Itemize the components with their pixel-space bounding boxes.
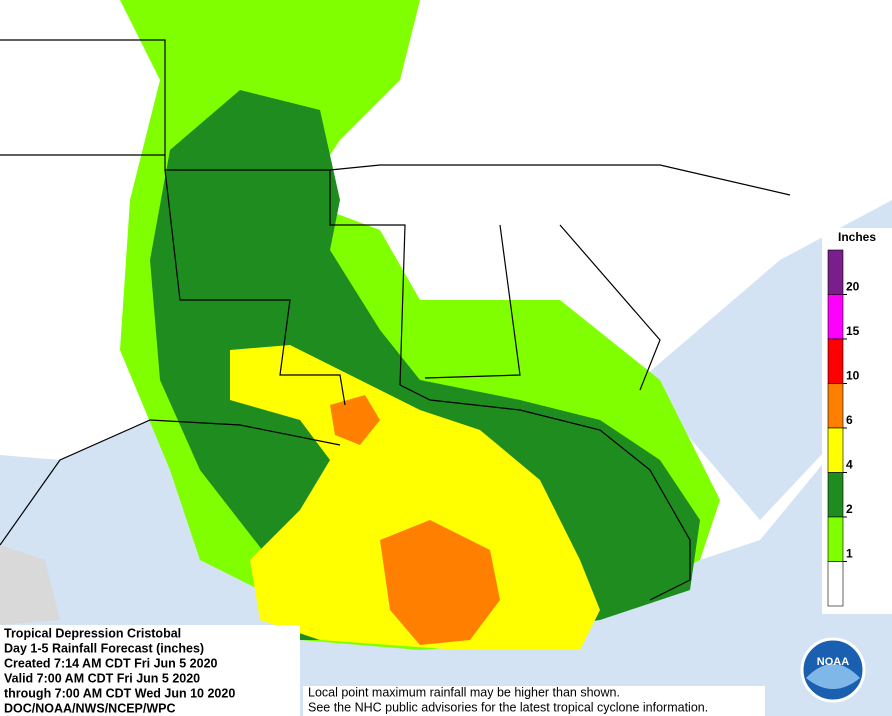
- info-line: Valid 7:00 AM CDT Fri Jun 5 2020: [4, 671, 200, 685]
- disclaimer-box: [303, 686, 765, 716]
- info-box: [0, 625, 300, 716]
- legend-label: 2: [846, 502, 853, 516]
- legend-label: 1: [846, 547, 853, 561]
- legend-label: 4: [846, 458, 853, 472]
- logo-wave: [806, 664, 860, 689]
- legend-swatch: [827, 249, 844, 295]
- disclaimer-line: Local point maximum rainfall may be high…: [308, 685, 620, 699]
- legend-swatch: [827, 338, 844, 384]
- disclaimer-line: See the NHC public advisories for the la…: [308, 700, 708, 714]
- legend: 20 15 10 6 4 2 1: [827, 249, 860, 607]
- state-borders: [0, 39, 791, 601]
- disclaimer: Local point maximum rainfall may be high…: [308, 685, 708, 714]
- logo-text: NOAA: [817, 656, 849, 668]
- legend-label: 15: [846, 324, 860, 338]
- rain-6-10-coast: [330, 395, 380, 445]
- rain-6-10: [380, 520, 500, 645]
- info-line: Day 1-5 Rainfall Forecast (inches): [4, 641, 204, 655]
- rain-4-6: [230, 345, 600, 650]
- legend-swatch: [827, 294, 844, 340]
- legend-swatch: [827, 516, 844, 562]
- legend-label: 10: [846, 369, 860, 383]
- info-line: through 7:00 AM CDT Wed Jun 10 2020: [4, 686, 235, 700]
- legend-swatch: [827, 383, 844, 429]
- legend-label: 6: [846, 413, 853, 427]
- legend-swatch: [827, 427, 844, 473]
- legend-label: 20: [846, 280, 860, 294]
- info-line: Created 7:14 AM CDT Fri Jun 5 2020: [4, 656, 218, 670]
- info-line: Tropical Depression Cristobal: [4, 626, 181, 640]
- rain-2-4: [150, 90, 700, 640]
- mexico: [0, 545, 60, 625]
- info-line: DOC/NOAA/NWS/NCEP/WPC: [4, 701, 176, 715]
- legend-swatch: [827, 472, 844, 518]
- legend-swatch: [827, 561, 844, 607]
- legend-title: Inches: [838, 230, 876, 244]
